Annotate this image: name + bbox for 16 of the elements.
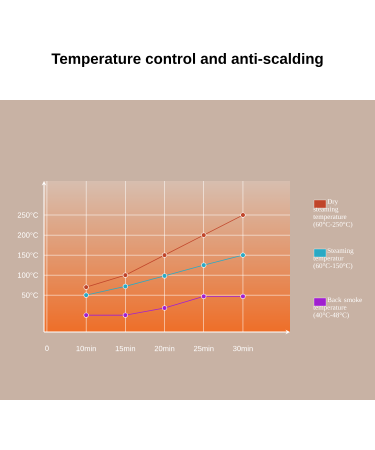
point	[122, 272, 128, 278]
point	[240, 294, 246, 299]
point	[201, 232, 206, 238]
point	[122, 284, 128, 289]
point	[122, 312, 128, 318]
point	[240, 252, 246, 258]
point	[84, 292, 89, 298]
chart-title: Temperature control and anti-scalding	[52, 52, 323, 68]
point	[84, 284, 89, 290]
point	[162, 305, 168, 311]
point	[201, 294, 206, 299]
point	[84, 312, 89, 318]
point	[240, 212, 246, 218]
point	[162, 273, 168, 279]
point	[201, 262, 206, 268]
point	[162, 252, 168, 258]
